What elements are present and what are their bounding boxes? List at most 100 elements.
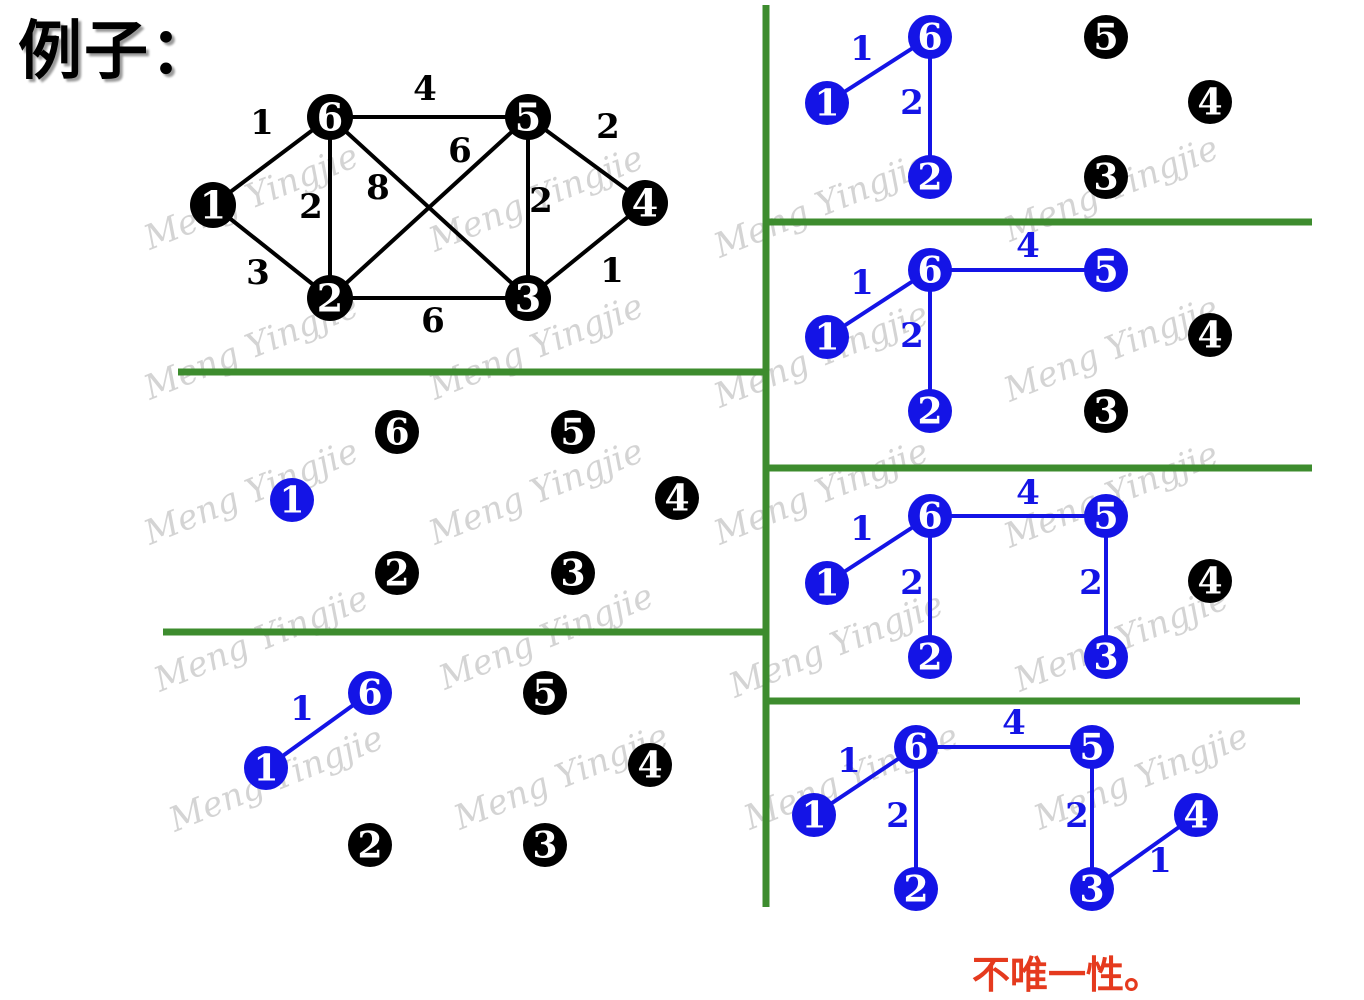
node-label: 3 — [1079, 869, 1104, 911]
node-circle — [908, 635, 952, 679]
node-5: 5 — [551, 410, 595, 454]
edge-weight-label: 2 — [900, 316, 924, 356]
node-circle — [805, 561, 849, 605]
node-2: 2 — [908, 635, 952, 679]
watermark-text: Meng Yingjie — [147, 578, 374, 701]
node-5: 5 — [1084, 494, 1128, 538]
node-label: 6 — [917, 250, 942, 292]
node-label: 5 — [560, 412, 585, 454]
node-circle — [1070, 725, 1114, 769]
edge-3-4 — [526, 201, 647, 300]
node-1: 1 — [270, 478, 314, 522]
edge-5-2 — [328, 115, 530, 300]
node-3: 3 — [1084, 155, 1128, 199]
edge-weight-label: 2 — [1065, 796, 1089, 836]
node-6: 6 — [908, 494, 952, 538]
node-label: 4 — [1197, 315, 1222, 357]
node-label: 6 — [903, 727, 928, 769]
watermark-text: Meng Yingjie — [422, 431, 649, 554]
node-circle — [1084, 494, 1128, 538]
node-2: 2 — [908, 155, 952, 199]
node-1: 1 — [190, 182, 236, 228]
node-3: 3 — [551, 551, 595, 595]
prim-step-1: 1 2 3 4 5 6 — [270, 410, 699, 595]
node-3: 3 — [1084, 389, 1128, 433]
edge-weight-label: 2 — [529, 181, 553, 221]
watermark-text: Meng Yingjie — [1027, 716, 1254, 839]
node-circle — [894, 867, 938, 911]
edge-weight-label: 2 — [299, 187, 323, 227]
edge-weight-label: 4 — [1016, 473, 1040, 513]
slide-title: 例子： — [18, 15, 216, 89]
node-label: 2 — [917, 157, 942, 199]
node-label: 5 — [1093, 17, 1118, 59]
node-label: 3 — [532, 825, 557, 867]
edge-weight-label: 2 — [596, 107, 620, 147]
edge-weight-label: 8 — [366, 168, 390, 208]
node-2: 2 — [375, 551, 419, 595]
node-3: 3 — [505, 275, 551, 321]
node-label: 3 — [1093, 391, 1118, 433]
node-circle — [908, 155, 952, 199]
node-circle — [1084, 389, 1128, 433]
node-6: 6 — [894, 725, 938, 769]
node-circle — [505, 94, 551, 140]
node-label: 4 — [1183, 795, 1208, 837]
node-3: 3 — [1084, 635, 1128, 679]
node-circle — [908, 248, 952, 292]
node-circle — [805, 315, 849, 359]
node-3: 3 — [523, 823, 567, 867]
node-circle — [1188, 559, 1232, 603]
node-circle — [375, 410, 419, 454]
node-label: 1 — [200, 182, 226, 227]
node-circle — [1188, 313, 1232, 357]
node-circle — [505, 275, 551, 321]
node-6: 6 — [307, 94, 353, 140]
node-label: 1 — [253, 748, 278, 790]
node-label: 6 — [917, 496, 942, 538]
node-5: 5 — [523, 671, 567, 715]
edge-weight-label: 1 — [600, 251, 624, 291]
node-5: 5 — [1070, 725, 1114, 769]
node-4: 4 — [1174, 793, 1218, 837]
node-label: 2 — [357, 825, 382, 867]
node-1: 1 — [244, 746, 288, 790]
edge-weight-label: 1 — [850, 509, 874, 549]
watermark-text: Meng Yingjie — [707, 144, 934, 267]
node-label: 5 — [532, 673, 557, 715]
node-label: 2 — [917, 391, 942, 433]
node-circle — [375, 551, 419, 595]
node-circle — [1084, 155, 1128, 199]
node-label: 5 — [515, 94, 541, 139]
node-label: 3 — [1093, 157, 1118, 199]
edge-5-4 — [526, 115, 647, 205]
edge-weight-label: 4 — [1002, 703, 1026, 743]
edge-weight-label: 2 — [886, 796, 910, 836]
node-circle — [622, 180, 668, 226]
edge-weight-label: 1 — [850, 29, 874, 69]
node-label: 3 — [515, 275, 541, 320]
node-circle — [270, 478, 314, 522]
node-label: 4 — [1197, 82, 1222, 124]
edge-weight-label: 1 — [1148, 841, 1172, 881]
node-circle — [1174, 793, 1218, 837]
edge-weight-label: 4 — [413, 69, 437, 109]
node-circle — [908, 389, 952, 433]
node-1: 1 — [792, 793, 836, 837]
node-label: 5 — [1093, 250, 1118, 292]
node-circle — [1188, 80, 1232, 124]
node-circle — [908, 494, 952, 538]
node-label: 2 — [917, 637, 942, 679]
node-label: 6 — [317, 94, 343, 139]
node-label: 6 — [917, 17, 942, 59]
node-5: 5 — [1084, 248, 1128, 292]
node-2: 2 — [894, 867, 938, 911]
edge-weight-label: 2 — [900, 563, 924, 603]
node-4: 4 — [655, 476, 699, 520]
node-label: 4 — [632, 180, 658, 225]
node-circle — [1084, 248, 1128, 292]
